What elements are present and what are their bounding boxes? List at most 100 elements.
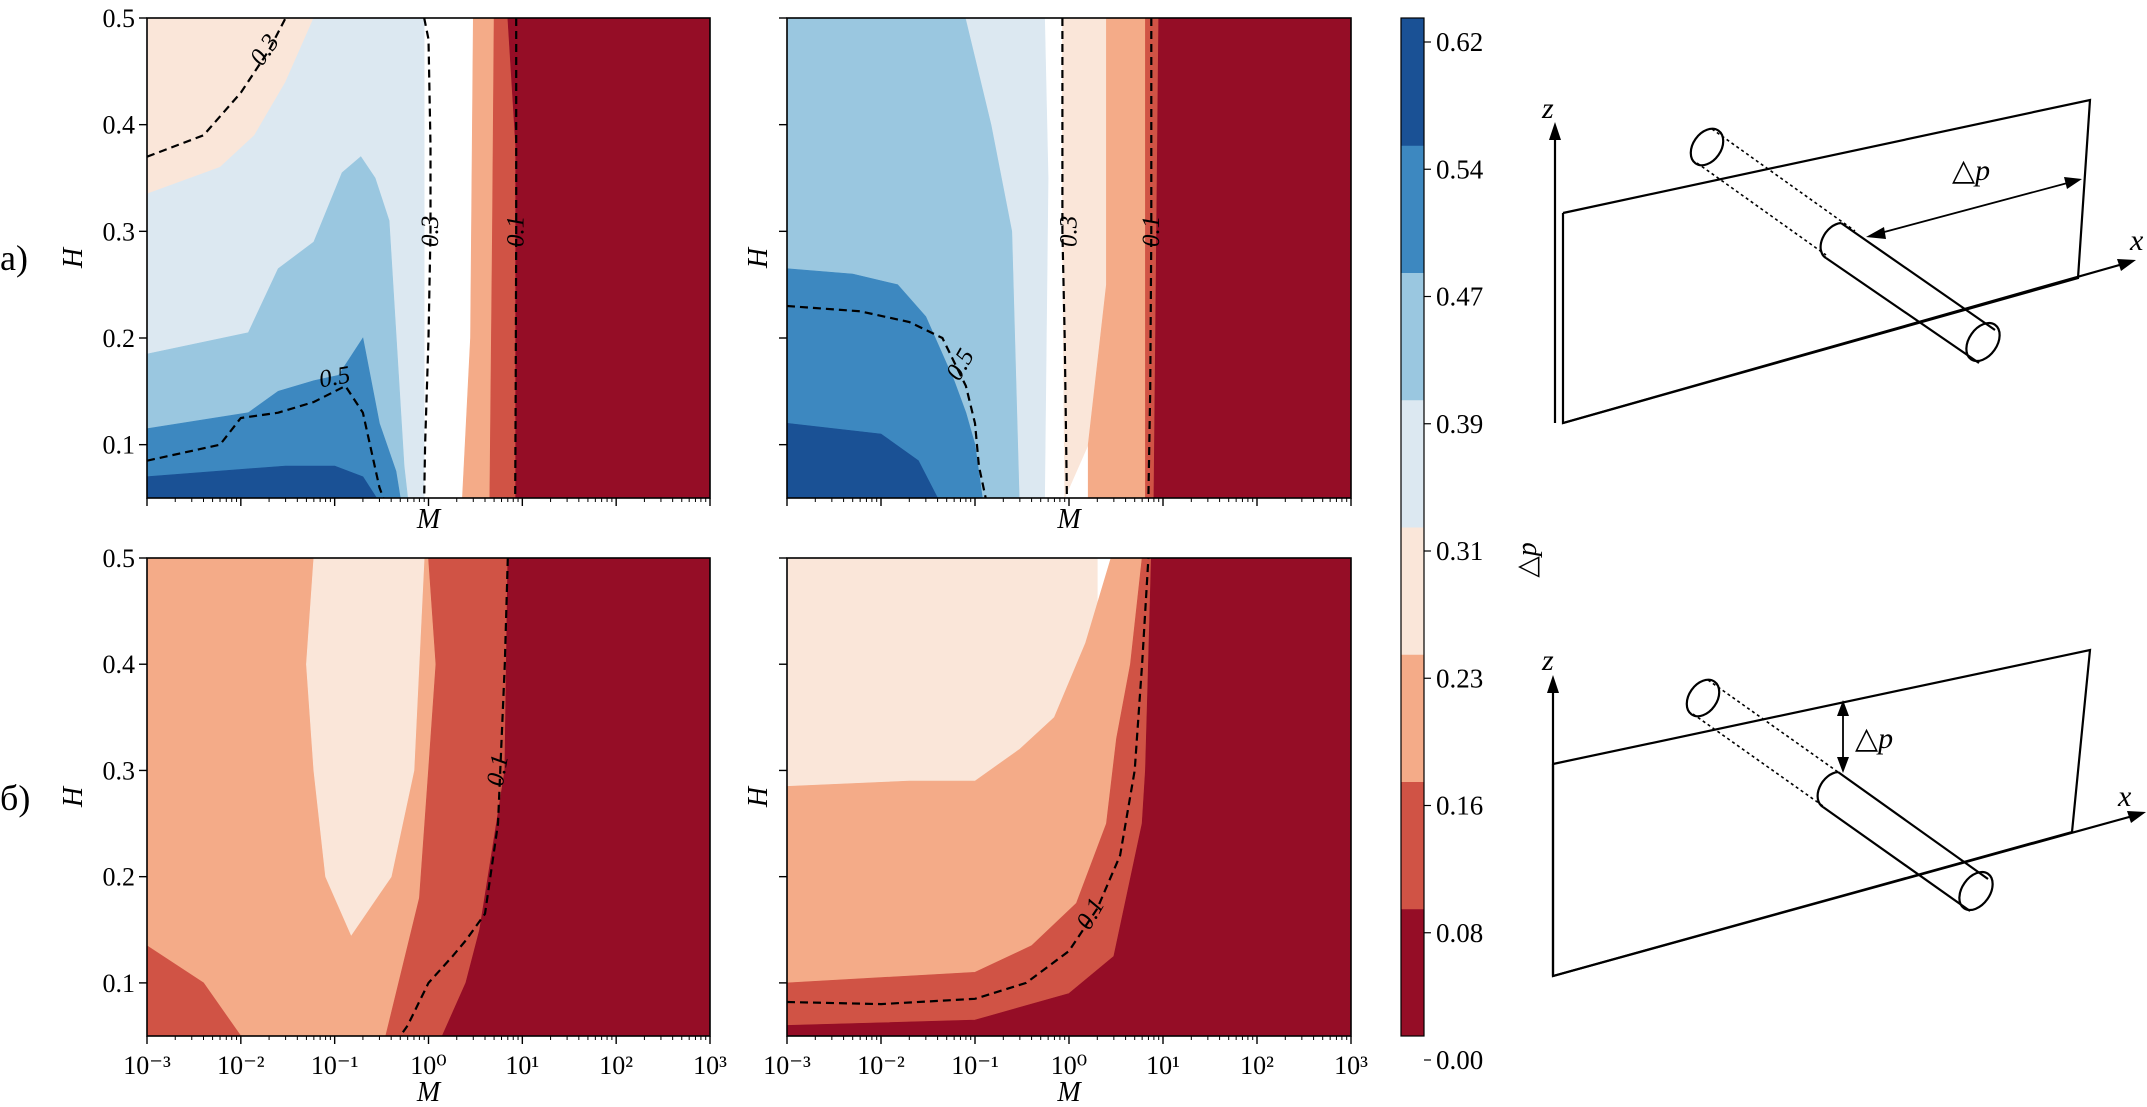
diagram-delta-arrow	[1872, 180, 2076, 236]
x-tick-label-1: 10⁻²	[857, 1051, 905, 1080]
contour-label-2: 0.1	[503, 216, 530, 247]
cylinder-back-cap	[1685, 678, 1721, 718]
contour-fill	[147, 558, 710, 1036]
colorbar-swatch-0	[1401, 908, 1424, 1037]
x-tick-label-3: 10⁰	[1051, 1051, 1087, 1080]
contour-region-1	[965, 18, 1049, 498]
contour-fill	[787, 558, 1351, 1036]
row-label-b: б)	[0, 778, 30, 818]
x-axis-label: M	[1056, 1077, 1082, 1107]
colorbar-frame	[1400, 17, 1425, 1037]
diagram-z-arrowhead	[1547, 675, 1559, 693]
y-tick-label-2: 0.3	[103, 756, 136, 785]
x-tick-label-2: 10⁻¹	[311, 1051, 359, 1080]
y-tick-label-3: 0.4	[103, 111, 136, 140]
cylinder-back-cap	[1689, 127, 1725, 167]
contour-region-4	[441, 558, 710, 1036]
x-tick-label-6: 10³	[693, 1051, 727, 1080]
diagram-top-x-label: x	[2129, 224, 2144, 257]
y-tick-label-0: 0.1	[103, 431, 136, 460]
x-tick-label-5: 10²	[599, 1051, 633, 1080]
diagram-bottom-delta-label: △p	[1855, 722, 1893, 755]
diagram-top-delta-label: △p	[1952, 154, 1990, 187]
colorbar: 0.00 0.08 0.16 0.23 0.31 0.39 0.47 0.54 0.62	[1400, 17, 1484, 1075]
cylinder-end-cap	[1958, 870, 1994, 912]
contour-label-0: 0.3	[1056, 216, 1083, 247]
y-tick-label-1: 0.2	[103, 324, 136, 353]
x-tick-label-6: 10³	[1334, 1051, 1368, 1080]
colorbar-swatch-5	[1401, 272, 1424, 401]
colorbar-tick-label-6: 0.47	[1436, 282, 1483, 312]
y-tick-label-4: 0.5	[103, 4, 136, 33]
diagram-x-axis	[1562, 260, 2131, 425]
colorbar-tick-label-7: 0.54	[1436, 154, 1484, 184]
contour-line-1	[1147, 18, 1153, 498]
diagram-bottom-x-label: x	[2117, 780, 2132, 813]
contour-line-0	[399, 558, 509, 1036]
contour-line-0	[1061, 18, 1068, 498]
contour-region-6	[489, 18, 523, 498]
cylinder-front-edge-bottom	[1825, 257, 1980, 364]
contour-line-2	[787, 304, 987, 498]
colorbar-swatch-4	[1401, 399, 1424, 528]
colorbar-tick-label-3: 0.23	[1436, 663, 1483, 693]
x-tick-label-4: 10¹	[1146, 1051, 1180, 1080]
colorbar-swatch-6	[1401, 145, 1424, 273]
x-tick-label-4: 10¹	[505, 1051, 539, 1080]
x-tick-label-1: 10⁻²	[217, 1051, 265, 1080]
contour-region-3	[147, 337, 401, 498]
contour-region-7	[507, 18, 710, 498]
contour-region-1	[306, 558, 425, 936]
x-tick-label-0: 10⁻³	[763, 1051, 811, 1080]
contour-region-3	[147, 945, 242, 1036]
contour-line-3	[147, 384, 385, 498]
diagram-x-axis	[1552, 812, 2141, 978]
heatmap-top-left: 0.30.3 0.10.50.10.20.30.40.5MH	[58, 4, 711, 535]
cylinder-hidden-edge-top	[1707, 679, 1839, 773]
heatmap-top-right: 0.3 0.10.5MH	[743, 17, 1352, 535]
cylinder-front-edge-bottom	[1822, 806, 1971, 912]
contour-lines	[147, 18, 518, 498]
contour-region-3	[1087, 18, 1146, 498]
contour-line-1	[423, 18, 432, 498]
colorbar-swatch-2	[1401, 654, 1424, 782]
cylinder-front-edge-top	[1840, 222, 1996, 331]
colorbar-tick-label-0: 0.00	[1436, 1045, 1483, 1075]
cylinder-front-cap	[1816, 770, 1839, 808]
contour-label-1: 0.3	[417, 216, 444, 247]
colorbar-tick-label-2: 0.16	[1436, 791, 1483, 821]
cylinder-front-edge-top	[1837, 771, 1989, 880]
y-axis-label: H	[58, 246, 89, 269]
y-axis-label: H	[743, 785, 774, 808]
cylinder-front-cap	[1819, 221, 1842, 259]
colorbar-tick-label-4: 0.31	[1436, 536, 1483, 566]
cylinder-hidden-edge-top	[1711, 128, 1856, 232]
diagram-delta-arrowhead-up	[1837, 700, 1849, 716]
heatmap-bottom-left: 0.1 10⁻³ 10⁻² 10⁻¹ 10⁰ 10¹ 10² 10³ 0.1 0.2 0.3 0.4 0…	[58, 544, 727, 1107]
colorbar-label: △p	[1512, 542, 1543, 578]
colorbar-swatch-1	[1401, 781, 1424, 910]
contour-fill	[787, 18, 1351, 498]
diagram-delta-arrowhead-left	[1866, 227, 1886, 239]
cylinder-hidden-edge-bottom	[1692, 713, 1824, 807]
colorbar-tick-label-8: 0.62	[1436, 27, 1483, 57]
x-tick-label-3: 10⁰	[410, 1051, 446, 1080]
diagram-plane	[1551, 648, 2092, 978]
diagram-z-arrowhead	[1549, 122, 1561, 140]
y-tick-label-2: 0.3	[103, 217, 136, 246]
row-label-a: а)	[0, 238, 28, 278]
y-tick-label-4: 0.5	[103, 544, 136, 573]
diagram-x-arrowhead	[2117, 259, 2136, 271]
contour-label-0: 0.1	[482, 753, 514, 788]
contour-line-0	[147, 18, 287, 158]
diagram-top-z-label: z	[1541, 92, 1554, 125]
colorbar-tick-label-5: 0.39	[1436, 409, 1483, 439]
y-axis-label: H	[743, 246, 774, 269]
contour-lines	[787, 18, 1153, 498]
contour-line-2	[514, 18, 518, 498]
colorbar-tick-label-1: 0.08	[1436, 918, 1483, 948]
contour-fill	[147, 18, 710, 498]
diagram-top	[1549, 98, 2136, 425]
y-axis-label: H	[58, 785, 89, 808]
contour-region-3	[787, 558, 1351, 1036]
